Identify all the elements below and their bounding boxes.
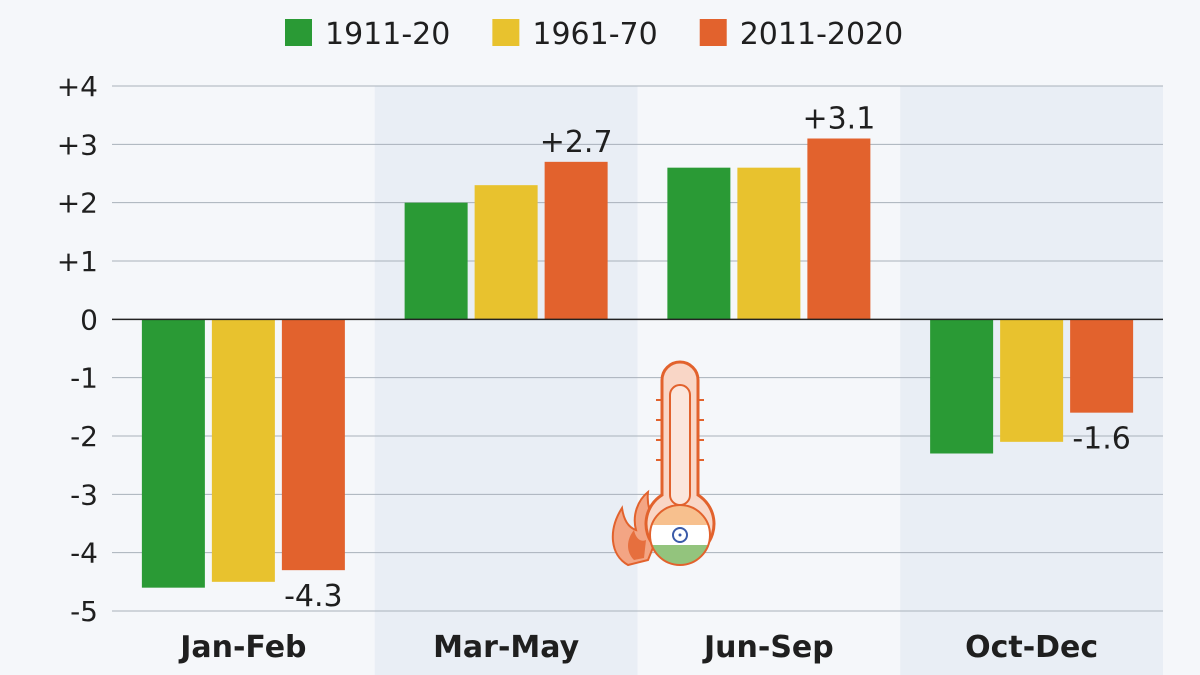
bar-2011-2020-Jun-Sep bbox=[807, 138, 871, 320]
legend: 1911-20 1961-70 2011-2020 bbox=[285, 17, 903, 52]
y-tick-label: -3 bbox=[70, 478, 98, 511]
bar-2011-2020-Mar-May bbox=[544, 161, 608, 320]
data-label: +2.7 bbox=[540, 125, 613, 160]
x-tick-label: Oct-Dec bbox=[965, 630, 1098, 665]
bar-1911-20-Mar-May bbox=[404, 202, 468, 320]
data-label: -4.3 bbox=[284, 579, 343, 614]
data-label: +3.1 bbox=[802, 102, 875, 137]
y-tick-label: 0 bbox=[80, 303, 98, 336]
bar-1961-70-Oct-Dec bbox=[1000, 319, 1064, 442]
y-tick-label: +4 bbox=[57, 70, 98, 103]
x-axis-ticks: Jan-Feb Mar-May Jun-Sep Oct-Dec bbox=[178, 630, 1098, 665]
x-tick-label: Jan-Feb bbox=[178, 630, 306, 665]
legend-label: 2011-2020 bbox=[740, 17, 904, 52]
thermometer-india-flag-icon bbox=[611, 360, 716, 567]
y-tick-label: +2 bbox=[57, 187, 98, 220]
bar-1961-70-Jun-Sep bbox=[737, 167, 801, 320]
bars bbox=[141, 138, 1134, 588]
bar-1911-20-Jan-Feb bbox=[141, 319, 205, 588]
legend-swatch bbox=[492, 19, 520, 46]
y-tick-label: -1 bbox=[70, 362, 98, 395]
y-tick-label: -4 bbox=[70, 537, 98, 570]
bar-2011-2020-Jan-Feb bbox=[281, 319, 345, 571]
bar-1911-20-Oct-Dec bbox=[930, 319, 994, 454]
legend-swatch bbox=[699, 19, 727, 46]
legend-label: 1961-70 bbox=[532, 17, 657, 52]
bar-1961-70-Jan-Feb bbox=[211, 319, 275, 582]
y-tick-label: -5 bbox=[70, 595, 98, 628]
legend-label: 1911-20 bbox=[325, 17, 450, 52]
x-tick-label: Jun-Sep bbox=[702, 630, 834, 665]
legend-swatch bbox=[285, 19, 312, 46]
bar-1911-20-Jun-Sep bbox=[667, 167, 731, 320]
data-label: -1.6 bbox=[1072, 422, 1131, 457]
y-tick-label: -2 bbox=[70, 420, 98, 453]
x-tick-label: Mar-May bbox=[433, 630, 580, 665]
bar-1961-70-Mar-May bbox=[474, 185, 538, 320]
y-tick-label: +1 bbox=[57, 245, 98, 278]
y-axis-ticks: +4 +3 +2 +1 0 -1 -2 -3 -4 -5 bbox=[57, 70, 98, 628]
bar-2011-2020-Oct-Dec bbox=[1070, 319, 1134, 413]
data-labels: -4.3 +2.7 +3.1 -1.6 bbox=[284, 102, 1131, 615]
y-tick-label: +3 bbox=[57, 128, 98, 161]
